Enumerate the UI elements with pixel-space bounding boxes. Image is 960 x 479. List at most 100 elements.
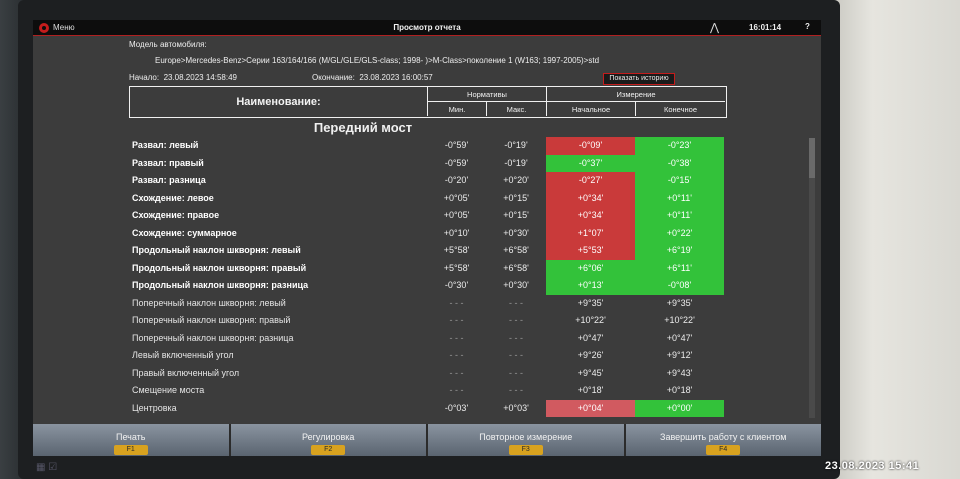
scrollbar-thumb[interactable] <box>809 138 815 178</box>
table-row[interactable]: Правый включенный угол - - - - - - +9°45' +9… <box>129 365 729 383</box>
row-max-value: - - - <box>509 385 523 395</box>
taskbar-icons: ▦ ☑ <box>36 462 58 473</box>
row-min-value: -0°30' <box>444 280 469 290</box>
function-key-badge: F4 <box>706 445 741 455</box>
table-row[interactable]: Развал: левый -0°59' -0°19' -0°09' -0°23' <box>129 137 729 155</box>
row-min-value: - - - <box>449 297 464 308</box>
row-label: Продольный наклон шкворня: разница <box>132 280 309 290</box>
function-button-label: Регулировка <box>302 432 355 442</box>
row-min-value: -0°03' <box>444 402 469 413</box>
table-row[interactable]: Смещение моста - - - - - - +0°18' +0°18' <box>129 382 729 400</box>
table-row[interactable]: Схождение: правое +0°05' +0°15' +0°34' +0°11… <box>129 207 729 225</box>
row-max-value: - - - <box>509 350 523 360</box>
row-label: Поперечный наклон шкворня: левый <box>132 297 286 308</box>
title-bar: Меню Просмотр отчета ⋀ 16:01:14 ? <box>33 20 821 36</box>
function-button-label: Завершить работу с клиентом <box>660 432 787 442</box>
row-final-value: +0°11' <box>635 189 724 207</box>
scrollbar[interactable] <box>809 138 815 418</box>
row-max-value: +0°30' <box>503 227 529 238</box>
row-initial-value: +0°18' <box>577 385 604 395</box>
photo-timestamp: 23.08.2023 15:41 <box>825 460 920 472</box>
row-max-value: - - - <box>509 332 523 343</box>
row-final-value: +10°22' <box>664 315 695 325</box>
row-min-value: +0°05' <box>443 210 470 220</box>
row-min-value: -0°20' <box>444 175 469 185</box>
app-screen: Меню Просмотр отчета ⋀ 16:01:14 ? Модель… <box>33 20 821 456</box>
table-row[interactable]: Центровка -0°03' +0°03' +0°04' +0°00' <box>129 399 729 417</box>
start-time: Начало: 23.08.2023 14:58:49 <box>129 73 237 82</box>
function-bar: Печать F1 Регулировка F2 Повторное измерение… <box>33 424 821 456</box>
function-button-f3[interactable]: Повторное измерение F3 <box>428 424 626 456</box>
row-initial-value: +0°34' <box>546 189 635 207</box>
row-initial-value: +5°53' <box>546 242 635 260</box>
start-value: 23.08.2023 14:58:49 <box>163 73 237 82</box>
header-norms: Нормативы <box>428 87 547 102</box>
show-history-button[interactable]: Показать историю <box>603 73 675 85</box>
row-min-value: - - - <box>449 367 464 378</box>
row-final-value: -0°15' <box>635 172 724 190</box>
table-header: Наименование: Нормативы Измерение Мин. М… <box>129 86 727 118</box>
row-label: Смещение моста <box>132 385 205 395</box>
section-title: Передний мост <box>313 120 413 135</box>
table-row[interactable]: Схождение: суммарное +0°10' +0°30' +1°07' +0… <box>129 224 729 242</box>
row-initial-value: +0°13' <box>546 277 635 295</box>
row-final-value: +9°12' <box>666 350 693 360</box>
function-button-f4[interactable]: Завершить работу с клиентом F4 <box>626 424 822 456</box>
table-row[interactable]: Схождение: левое +0°05' +0°15' +0°34' +0°11' <box>129 189 729 207</box>
table-row[interactable]: Развал: разница -0°20' +0°20' -0°27' -0°15' <box>129 172 729 190</box>
function-button-f2[interactable]: Регулировка F2 <box>231 424 428 456</box>
table-row[interactable]: Продольный наклон шкворня: правый +5°58' +… <box>129 259 729 277</box>
help-button[interactable]: ? <box>805 22 810 31</box>
header-name: Наименование: <box>130 87 428 116</box>
header-initial: Начальное <box>547 102 636 116</box>
row-initial-value: -0°37' <box>546 154 635 172</box>
row-initial-value: -0°09' <box>546 137 635 155</box>
header-measure: Измерение <box>547 87 725 102</box>
row-initial-value: +9°26' <box>577 350 604 360</box>
row-max-value: +0°15' <box>503 192 529 203</box>
table-row[interactable]: Продольный наклон шкворня: левый +5°58' +6… <box>129 242 729 260</box>
end-label: Окончание: <box>312 73 355 82</box>
row-final-value: -0°38' <box>635 154 724 172</box>
row-max-value: +0°03' <box>503 402 529 413</box>
row-initial-value: -0°27' <box>546 172 635 190</box>
table-row[interactable]: Поперечный наклон шкворня: разница - - - -… <box>129 330 729 348</box>
row-initial-value: +9°35' <box>577 297 604 308</box>
table-row[interactable]: Левый включенный угол - - - - - - +9°26' +9°… <box>129 347 729 365</box>
row-min-value: - - - <box>449 350 464 360</box>
table-row[interactable]: Продольный наклон шкворня: разница -0°30'… <box>129 277 729 295</box>
table-row[interactable]: Поперечный наклон шкворня: правый - - - - … <box>129 312 729 330</box>
table-row[interactable]: Поперечный наклон шкворня: левый - - - - -… <box>129 295 729 313</box>
row-final-value: -0°23' <box>635 137 724 155</box>
function-key-badge: F1 <box>113 445 148 455</box>
end-time: Окончание: 23.08.2023 16:00:57 <box>312 73 433 82</box>
header-max: Макс. <box>487 102 547 116</box>
clock: 16:01:14 <box>749 23 782 32</box>
row-min-value: +5°58' <box>443 245 470 255</box>
table-row[interactable]: Развал: правый -0°59' -0°19' -0°37' -0°38' <box>129 154 729 172</box>
row-min-value: - - - <box>449 385 464 395</box>
row-max-value: -0°19' <box>504 157 528 168</box>
row-min-value: +0°10' <box>443 227 470 238</box>
function-key-badge: F3 <box>508 445 543 455</box>
row-max-value: +0°15' <box>503 210 529 220</box>
row-final-value: +0°11' <box>635 207 724 225</box>
row-max-value: +0°30' <box>503 280 529 290</box>
row-label: Продольный наклон шкворня: правый <box>132 262 307 273</box>
row-label: Развал: разница <box>132 175 206 185</box>
function-button-f1[interactable]: Печать F1 <box>33 424 231 456</box>
row-final-value: +9°35' <box>666 297 693 308</box>
row-label: Поперечный наклон шкворня: разница <box>132 332 294 343</box>
row-final-value: -0°08' <box>635 277 724 295</box>
row-label: Продольный наклон шкворня: левый <box>132 245 301 255</box>
row-final-value: +0°47' <box>666 332 693 343</box>
row-min-value: +0°05' <box>443 192 470 203</box>
row-label: Центровка <box>132 402 177 413</box>
row-initial-value: +6°06' <box>546 259 635 277</box>
menu-button[interactable]: Меню <box>39 22 75 33</box>
row-initial-value: +0°34' <box>546 207 635 225</box>
row-min-value: - - - <box>449 332 464 343</box>
row-max-value: +6°58' <box>503 262 529 273</box>
menu-label: Меню <box>53 23 75 32</box>
menu-icon <box>39 22 49 33</box>
